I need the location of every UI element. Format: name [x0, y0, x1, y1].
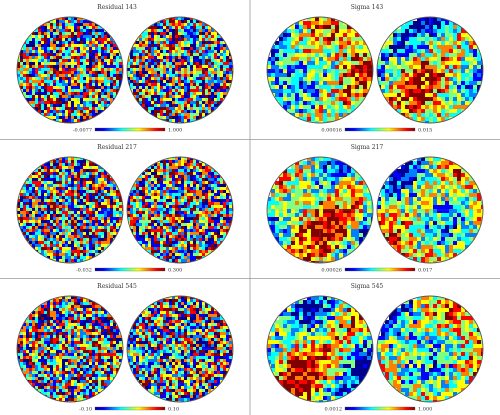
hemisphere-map: [16, 16, 124, 124]
panel-sigma-1: Sigma 143 0.00016 0.015: [266, 4, 484, 134]
panel-title: Sigma 143: [351, 4, 384, 11]
panel-title: Sigma 217: [351, 144, 384, 151]
colorbar-max-label: 0.10: [168, 407, 179, 413]
colorbar-max-label: 1.000: [418, 407, 432, 413]
colorbar-min-label: 0.00016: [321, 128, 342, 134]
colorbar-min-label: 0.00026: [321, 268, 342, 274]
panel-title: Residual 143: [97, 4, 137, 11]
hemisphere-map: [126, 16, 234, 124]
panel-sigma-3: Sigma 545 0.0012 1.000: [266, 283, 484, 413]
panel-title: Residual 217: [97, 144, 137, 151]
hemisphere-map: [16, 156, 124, 264]
colorbar: [94, 267, 166, 272]
panel-title: Sigma 545: [351, 283, 384, 290]
panel-residual-3: Residual 545 -0.10 0.10: [16, 283, 234, 413]
panel-residual-1: Residual 143 -0.0077 1.000: [16, 4, 234, 134]
panel-residual-2: Residual 217 -0.032 0.300: [16, 144, 234, 274]
colorbar: [94, 127, 166, 132]
colorbar-max-label: 1.000: [168, 128, 182, 134]
colorbar-max-label: 0.015: [418, 128, 432, 134]
colorbar-min-label: -0.032: [76, 268, 92, 274]
colorbar: [344, 406, 416, 411]
hemisphere-map: [266, 295, 374, 403]
colorbar-max-label: 0.017: [418, 268, 432, 274]
panel-title: Residual 545: [97, 283, 137, 290]
colorbar-min-label: -0.10: [79, 407, 92, 413]
colorbar: [344, 267, 416, 272]
colorbar-max-label: 0.300: [168, 268, 182, 274]
hemisphere-map: [126, 295, 234, 403]
colorbar: [344, 127, 416, 132]
hemisphere-map: [376, 156, 484, 264]
hemisphere-map: [126, 156, 234, 264]
colorbar: [94, 406, 166, 411]
hemisphere-map: [16, 295, 124, 403]
hemisphere-map: [266, 16, 374, 124]
colorbar-min-label: -0.0077: [73, 128, 92, 134]
hemisphere-map: [376, 16, 484, 124]
hemisphere-map: [376, 295, 484, 403]
hemisphere-map: [266, 156, 374, 264]
colorbar-min-label: 0.0012: [325, 407, 343, 413]
panel-sigma-2: Sigma 217 0.00026 0.017: [266, 144, 484, 274]
